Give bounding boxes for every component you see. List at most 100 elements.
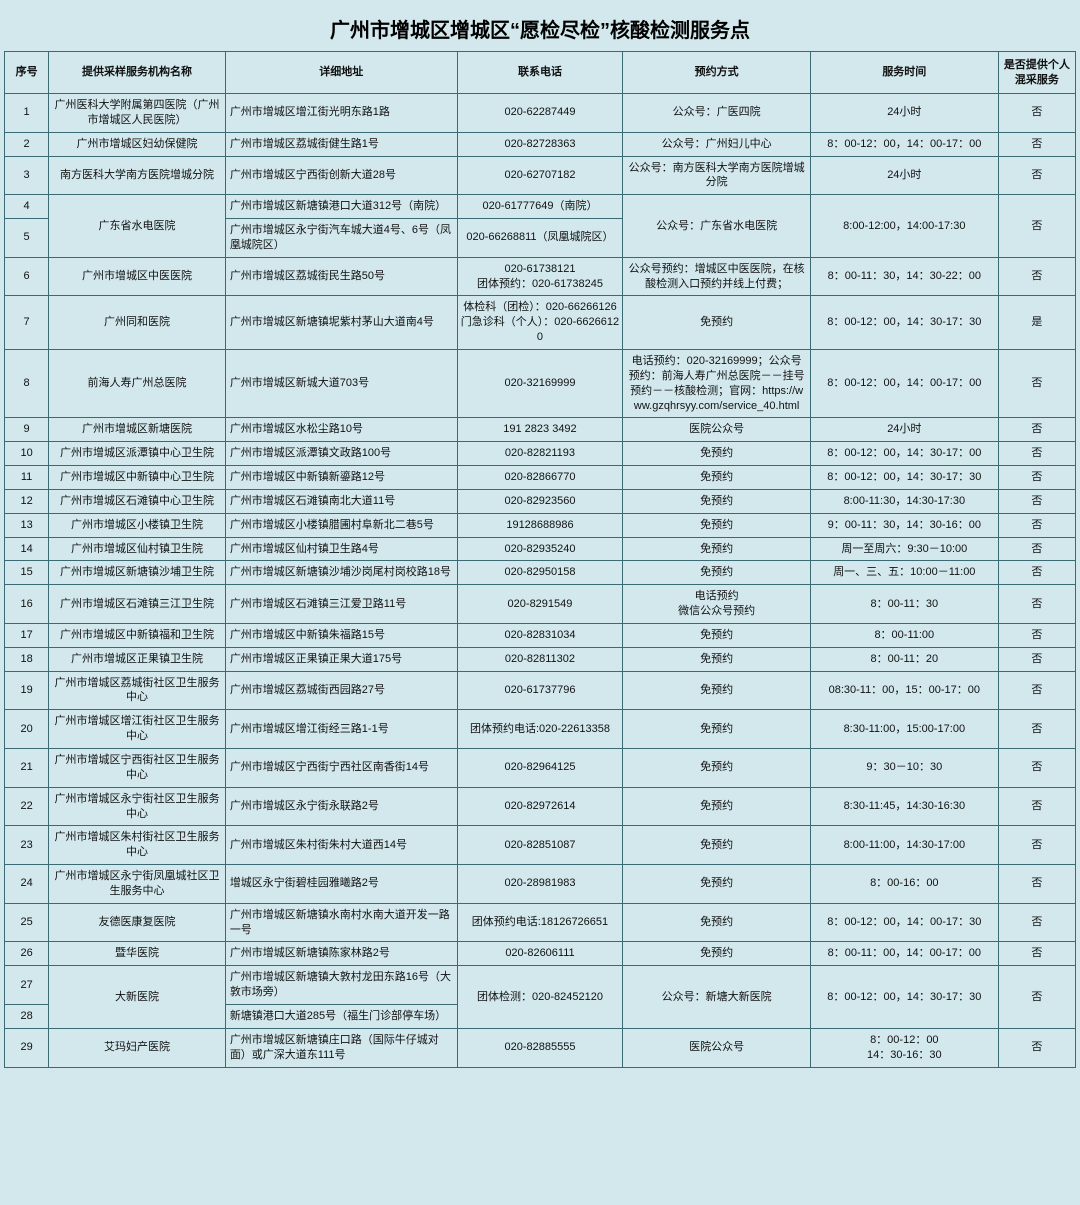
cell-time: 8：00-12：0014：30-16：30	[810, 1028, 998, 1067]
cell-phone: 020-82811302	[457, 647, 623, 671]
cell-org: 广州市增城区妇幼保健院	[49, 132, 226, 156]
cell-time: 8：00-11：00，14：00-17：00	[810, 942, 998, 966]
cell-org: 艾玛妇产医院	[49, 1028, 226, 1067]
cell-time: 周一、三、五：10:00－11:00	[810, 561, 998, 585]
cell-mix: 否	[998, 156, 1075, 195]
cell-appt: 免预约	[623, 787, 811, 826]
cell-appt: 公众号：广医四院	[623, 94, 811, 133]
cell-addr: 广州市增城区新塘镇陈家林路2号	[225, 942, 457, 966]
page-title: 广州市增城区增城区“愿检尽检”核酸检测服务点	[4, 4, 1076, 51]
cell-appt: 免预约	[623, 647, 811, 671]
cell-phone: 020-82851087	[457, 826, 623, 865]
cell-addr: 广州市增城区增江街经三路1-1号	[225, 710, 457, 749]
cell-mix: 否	[998, 466, 1075, 490]
cell-addr: 广州市增城区新塘镇沙埔沙岗尾村岗校路18号	[225, 561, 457, 585]
cell-phone: 团体预约电话:18126726651	[457, 903, 623, 942]
cell-org: 广州同和医院	[49, 296, 226, 350]
cell-org: 广州市增城区新塘医院	[49, 418, 226, 442]
cell-idx: 6	[5, 257, 49, 296]
cell-addr: 广州市增城区新塘镇坭紫村茅山大道南4号	[225, 296, 457, 350]
cell-time: 9：30－10：30	[810, 749, 998, 788]
cell-time: 8:00-12:00，14:00-17:30	[810, 195, 998, 258]
cell-time: 8:30-11:45，14:30-16:30	[810, 787, 998, 826]
cell-addr: 广州市增城区宁西街创新大道28号	[225, 156, 457, 195]
cell-addr: 广州市增城区新塘镇水南村水南大道开发一路一号	[225, 903, 457, 942]
cell-phone: 020-82606111	[457, 942, 623, 966]
cell-mix: 否	[998, 903, 1075, 942]
cell-appt: 公众号：新塘大新医院	[623, 966, 811, 1029]
cell-time: 9：00-11：30，14：30-16：00	[810, 513, 998, 537]
cell-mix: 否	[998, 537, 1075, 561]
cell-phone: 020-82866770	[457, 466, 623, 490]
cell-time: 8：00-12：00，14：30-17：30	[810, 296, 998, 350]
table-row: 7广州同和医院广州市增城区新塘镇坭紫村茅山大道南4号体检科（团检）：020-66…	[5, 296, 1076, 350]
col-time: 服务时间	[810, 52, 998, 94]
table-row: 25友德医康复医院广州市增城区新塘镇水南村水南大道开发一路一号团体预约电话:18…	[5, 903, 1076, 942]
cell-org: 广州市增城区中新镇中心卫生院	[49, 466, 226, 490]
cell-mix: 否	[998, 865, 1075, 904]
cell-org: 广州市增城区中新镇福和卫生院	[49, 623, 226, 647]
cell-appt: 电话预约微信公众号预约	[623, 585, 811, 624]
cell-mix: 否	[998, 787, 1075, 826]
cell-phone: 团体预约电话:020-22613358	[457, 710, 623, 749]
cell-phone: 020-61737796	[457, 671, 623, 710]
cell-appt: 免预约	[623, 903, 811, 942]
table-row: 4广东省水电医院广州市增城区新塘镇港口大道312号（南院）020-6177764…	[5, 195, 1076, 219]
cell-mix: 否	[998, 585, 1075, 624]
table-row: 13广州市增城区小楼镇卫生院广州市增城区小楼镇腊圃村阜新北二巷5号1912868…	[5, 513, 1076, 537]
cell-idx: 12	[5, 489, 49, 513]
table-row: 18广州市增城区正果镇卫生院广州市增城区正果镇正果大道175号020-82811…	[5, 647, 1076, 671]
table-row: 11广州市增城区中新镇中心卫生院广州市增城区中新镇新鎏路12号020-82866…	[5, 466, 1076, 490]
table-row: 27大新医院广州市增城区新塘镇大敦村龙田东路16号（大敦市场旁）团体检测：020…	[5, 966, 1076, 1005]
cell-idx: 5	[5, 219, 49, 258]
cell-org: 广州市增城区仙村镇卫生院	[49, 537, 226, 561]
cell-appt: 免预约	[623, 826, 811, 865]
table-row: 17广州市增城区中新镇福和卫生院广州市增城区中新镇朱福路15号020-82831…	[5, 623, 1076, 647]
cell-time: 8：00-12：00，14：30-17：00	[810, 442, 998, 466]
cell-idx: 24	[5, 865, 49, 904]
table-row: 2广州市增城区妇幼保健院广州市增城区荔城街健生路1号020-82728363公众…	[5, 132, 1076, 156]
cell-phone: 020-62707182	[457, 156, 623, 195]
cell-addr: 广州市增城区永宁街汽车城大道4号、6号（凤凰城院区）	[225, 219, 457, 258]
cell-org: 暨华医院	[49, 942, 226, 966]
table-row: 1广州医科大学附属第四医院（广州市增城区人民医院）广州市增城区增江街光明东路1路…	[5, 94, 1076, 133]
cell-org: 广州市增城区宁西街社区卫生服务中心	[49, 749, 226, 788]
cell-phone: 020-28981983	[457, 865, 623, 904]
cell-addr: 广州市增城区新城大道703号	[225, 349, 457, 417]
cell-phone: 020-82728363	[457, 132, 623, 156]
cell-idx: 7	[5, 296, 49, 350]
cell-addr: 广州市增城区中新镇朱福路15号	[225, 623, 457, 647]
cell-addr: 广州市增城区新塘镇庄口路（国际牛仔城对面）或广深大道东111号	[225, 1028, 457, 1067]
cell-time: 8：00-11：30	[810, 585, 998, 624]
cell-idx: 26	[5, 942, 49, 966]
cell-time: 8：00-12：00，14：30-17：30	[810, 466, 998, 490]
cell-idx: 19	[5, 671, 49, 710]
cell-addr: 广州市增城区中新镇新鎏路12号	[225, 466, 457, 490]
cell-appt: 免预约	[623, 710, 811, 749]
cell-idx: 22	[5, 787, 49, 826]
cell-org: 广州市增城区中医医院	[49, 257, 226, 296]
cell-appt: 免预约	[623, 513, 811, 537]
cell-phone: 020-82972614	[457, 787, 623, 826]
cell-mix: 是	[998, 296, 1075, 350]
cell-time: 8：00-12：00，14：30-17：30	[810, 966, 998, 1029]
cell-mix: 否	[998, 418, 1075, 442]
cell-mix: 否	[998, 1028, 1075, 1067]
cell-addr: 广州市增城区新塘镇大敦村龙田东路16号（大敦市场旁）	[225, 966, 457, 1005]
cell-idx: 15	[5, 561, 49, 585]
cell-time: 8：00-12：00，14：00-17：30	[810, 903, 998, 942]
cell-mix: 否	[998, 966, 1075, 1029]
cell-time: 8:00-11:00，14:30-17:00	[810, 826, 998, 865]
cell-mix: 否	[998, 647, 1075, 671]
service-table: 序号 提供采样服务机构名称 详细地址 联系电话 预约方式 服务时间 是否提供个人…	[4, 51, 1076, 1068]
table-row: 15广州市增城区新塘镇沙埔卫生院广州市增城区新塘镇沙埔沙岗尾村岗校路18号020…	[5, 561, 1076, 585]
cell-time: 24小时	[810, 418, 998, 442]
cell-idx: 3	[5, 156, 49, 195]
cell-appt: 医院公众号	[623, 1028, 811, 1067]
cell-org: 广州市增城区石滩镇三江卫生院	[49, 585, 226, 624]
cell-phone: 020-61738121团体预约：020-61738245	[457, 257, 623, 296]
table-row: 29艾玛妇产医院广州市增城区新塘镇庄口路（国际牛仔城对面）或广深大道东111号0…	[5, 1028, 1076, 1067]
col-idx: 序号	[5, 52, 49, 94]
cell-org: 前海人寿广州总医院	[49, 349, 226, 417]
cell-mix: 否	[998, 623, 1075, 647]
